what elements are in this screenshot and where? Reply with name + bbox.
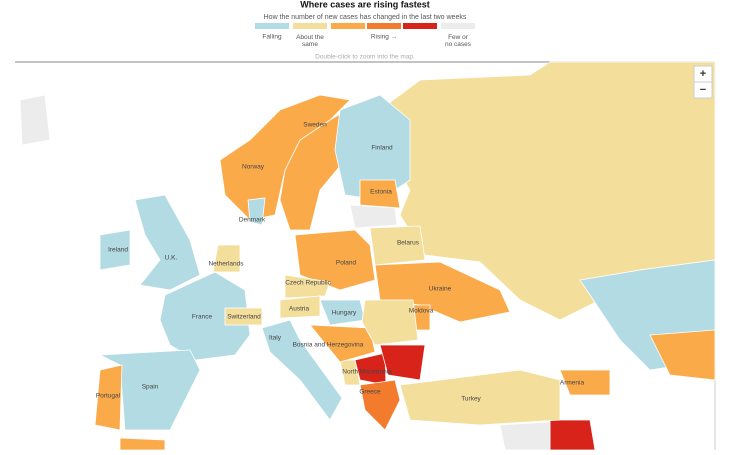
country[interactable] xyxy=(99,229,131,271)
country[interactable] xyxy=(247,197,266,226)
country-label: U.K. xyxy=(165,255,178,262)
legend-swatch xyxy=(367,23,401,29)
land xyxy=(379,344,426,381)
country-label: France xyxy=(192,314,213,321)
subtitle: How the number of new cases has changed … xyxy=(264,14,467,21)
country[interactable] xyxy=(279,295,321,319)
country[interactable] xyxy=(219,94,351,221)
country-label: Bosnia and Herzegovina xyxy=(293,342,364,349)
legend-swatch xyxy=(293,23,327,29)
country[interactable] xyxy=(294,229,376,291)
country[interactable] xyxy=(399,369,561,426)
country-label: Ukraine xyxy=(429,286,452,293)
land xyxy=(19,94,51,146)
country[interactable] xyxy=(224,307,263,326)
country-label: Norway xyxy=(242,164,265,171)
country[interactable] xyxy=(98,349,201,431)
country[interactable] xyxy=(284,274,331,299)
country-label: Hungary xyxy=(332,310,357,317)
hint: Double-click to zoom into the map. xyxy=(315,54,415,61)
country-label: Belarus xyxy=(397,240,420,247)
legend: Falling About the same Rising → Few or no cas… xyxy=(255,23,475,48)
country-label: Greece xyxy=(359,389,381,396)
legend-swatch xyxy=(331,23,365,29)
legend-swatch xyxy=(441,23,475,29)
zoom-out-button[interactable]: − xyxy=(693,81,713,99)
country[interactable] xyxy=(369,225,426,266)
legend-swatch xyxy=(255,23,289,29)
country[interactable] xyxy=(212,244,241,273)
country[interactable] xyxy=(134,194,201,291)
map[interactable]: Sweden Finland Norway Estonia Denmark Be… xyxy=(15,61,716,451)
country-label: Estonia xyxy=(370,189,392,196)
country-label: Austria xyxy=(289,306,310,313)
country[interactable] xyxy=(359,179,401,209)
zoom-in-button[interactable]: + xyxy=(693,65,713,83)
country-label: Moldova xyxy=(409,308,434,315)
country[interactable] xyxy=(94,364,123,431)
zoom-out[interactable]: − xyxy=(700,84,706,96)
legend-label: Rising → xyxy=(371,34,397,41)
land xyxy=(361,299,419,346)
land xyxy=(349,204,398,229)
country-label: Poland xyxy=(336,260,357,267)
legend-swatch xyxy=(403,23,437,29)
land xyxy=(549,419,596,451)
country-label: Denmark xyxy=(239,217,266,224)
legend-label: Few or no cases xyxy=(445,34,472,48)
country[interactable] xyxy=(309,324,376,363)
country[interactable] xyxy=(559,369,611,396)
country-label: Portugal xyxy=(96,393,121,400)
title: Where cases are rising fastest xyxy=(300,0,430,9)
country-label: Spain xyxy=(142,384,159,391)
land xyxy=(649,329,716,381)
country-label: Turkey xyxy=(461,396,481,403)
land xyxy=(499,421,551,451)
country-label: Switzerland xyxy=(227,314,261,321)
country[interactable] xyxy=(261,319,343,421)
zoom-in[interactable]: + xyxy=(700,68,706,80)
country-label: Czech Republic xyxy=(285,280,331,287)
country-label: North Macedonia xyxy=(342,369,392,376)
country[interactable] xyxy=(359,379,401,431)
button-bg[interactable] xyxy=(693,81,713,99)
land xyxy=(379,61,716,321)
country[interactable] xyxy=(159,271,251,361)
legend-label: About the same xyxy=(296,34,324,48)
country-label: Armenia xyxy=(560,380,585,387)
country-label: Ireland xyxy=(108,247,128,254)
country-label: Sweden xyxy=(303,122,327,129)
country-label: Italy xyxy=(269,335,282,342)
country-label: Finland xyxy=(371,145,393,152)
legend-label: Falling xyxy=(262,34,282,41)
country-label: Netherlands xyxy=(208,261,244,268)
land xyxy=(119,437,166,451)
